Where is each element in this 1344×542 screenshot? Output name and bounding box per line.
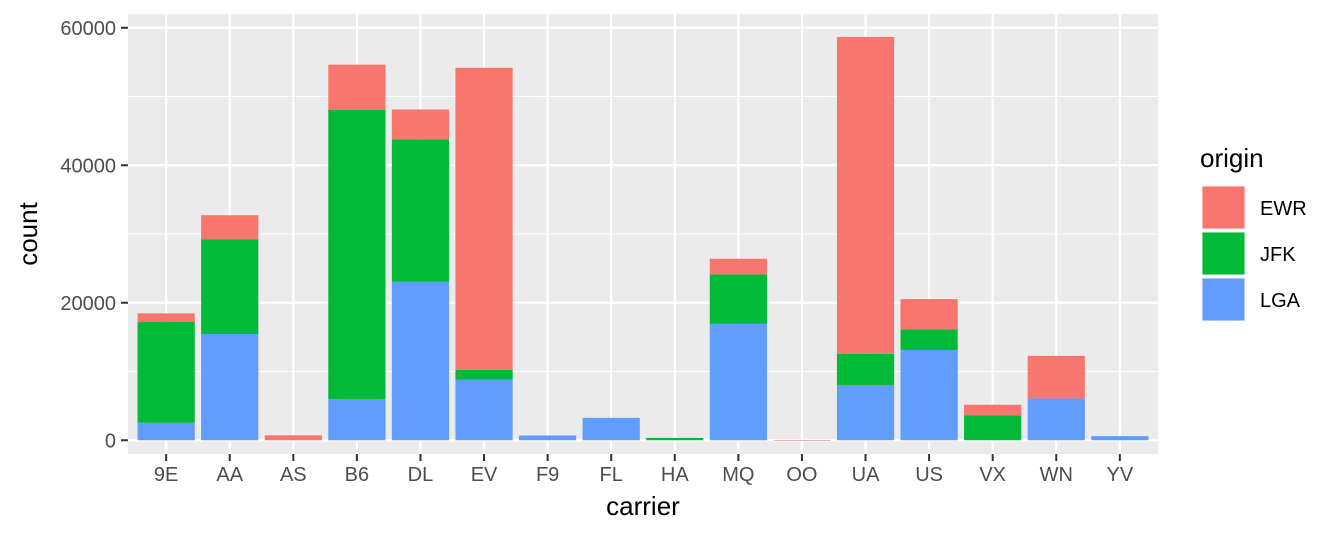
x-tick-label: F9 — [536, 464, 559, 486]
bar-US-LGA — [900, 349, 958, 441]
x-axis-title: carrier — [606, 491, 680, 521]
bar-MQ-JFK — [709, 274, 767, 324]
bar-EV-EWR — [455, 67, 513, 370]
legend: origin EWR JFK LGA — [1200, 143, 1307, 322]
bar-9E-EWR — [137, 313, 195, 323]
x-tick-label: AS — [280, 464, 307, 486]
bar-AS-EWR — [264, 435, 322, 441]
legend-key-LGA — [1201, 277, 1246, 322]
legend-title: origin — [1200, 143, 1264, 173]
legend-key-JFK — [1201, 231, 1246, 276]
x-tick-label: VX — [979, 464, 1006, 486]
bar-WN-LGA — [1027, 398, 1085, 441]
x-axis: 9E AA AS B6 DL EV F9 FL HA MQ OO UA US VX WN YV — [154, 454, 1134, 486]
bar-AA-LGA — [201, 333, 259, 441]
bar-B6-EWR — [328, 64, 386, 110]
bar-B6-JFK — [328, 109, 386, 399]
bar-YV-LGA — [1091, 436, 1149, 441]
bar-OO-EWR — [773, 440, 831, 441]
bar-MQ-EWR — [709, 258, 767, 275]
bar-VX-JFK — [964, 415, 1022, 441]
y-axis-title: count — [13, 201, 43, 265]
x-tick-label: HA — [661, 464, 689, 486]
x-tick-label: AA — [216, 464, 243, 486]
bar-F9-LGA — [519, 435, 577, 441]
bar-AA-JFK — [201, 239, 259, 334]
y-tick-label: 60000 — [60, 18, 116, 40]
bar-DL-LGA — [391, 281, 450, 441]
x-tick-label: EV — [471, 464, 498, 486]
bars — [137, 36, 1149, 441]
bar-MQ-LGA — [709, 323, 767, 441]
bar-AA-EWR — [201, 215, 259, 240]
bar-FL-LGA — [582, 417, 640, 441]
x-tick-label: OO — [786, 464, 817, 486]
x-tick-label: B6 — [345, 464, 369, 486]
x-tick-label: UA — [852, 464, 880, 486]
legend-label-EWR: EWR — [1260, 198, 1307, 220]
bar-9E-JFK — [137, 322, 195, 423]
bar-VX-EWR — [964, 404, 1022, 416]
bar-HA-JFK — [646, 437, 704, 441]
bar-9E-LGA — [137, 422, 195, 441]
legend-label-LGA: LGA — [1260, 290, 1301, 312]
bar-DL-EWR — [391, 109, 450, 140]
bar-EV-JFK — [455, 369, 513, 380]
x-tick-label: 9E — [154, 464, 178, 486]
y-tick-label: 0 — [105, 430, 116, 452]
bar-EV-LGA — [455, 379, 513, 441]
bar-DL-JFK — [391, 139, 450, 282]
bar-US-JFK — [900, 329, 958, 350]
x-tick-label: DL — [408, 464, 434, 486]
legend-key-EWR — [1201, 185, 1246, 230]
legend-label-JFK: JFK — [1260, 244, 1296, 266]
bar-UA-LGA — [836, 384, 895, 441]
x-tick-label: MQ — [722, 464, 754, 486]
x-tick-label: YV — [1107, 464, 1134, 486]
bar-UA-EWR — [836, 36, 895, 354]
minor-gridlines — [128, 95, 1158, 373]
bar-US-EWR — [900, 299, 958, 330]
x-tick-label: WN — [1040, 464, 1073, 486]
bar-B6-LGA — [328, 398, 386, 441]
y-tick-label: 40000 — [60, 155, 116, 177]
x-tick-label: FL — [600, 464, 623, 486]
y-tick-label: 20000 — [60, 293, 116, 315]
bar-WN-EWR — [1027, 355, 1085, 399]
bar-UA-JFK — [836, 353, 895, 385]
x-tick-label: US — [915, 464, 943, 486]
y-axis: 0 20000 40000 60000 — [60, 18, 128, 452]
